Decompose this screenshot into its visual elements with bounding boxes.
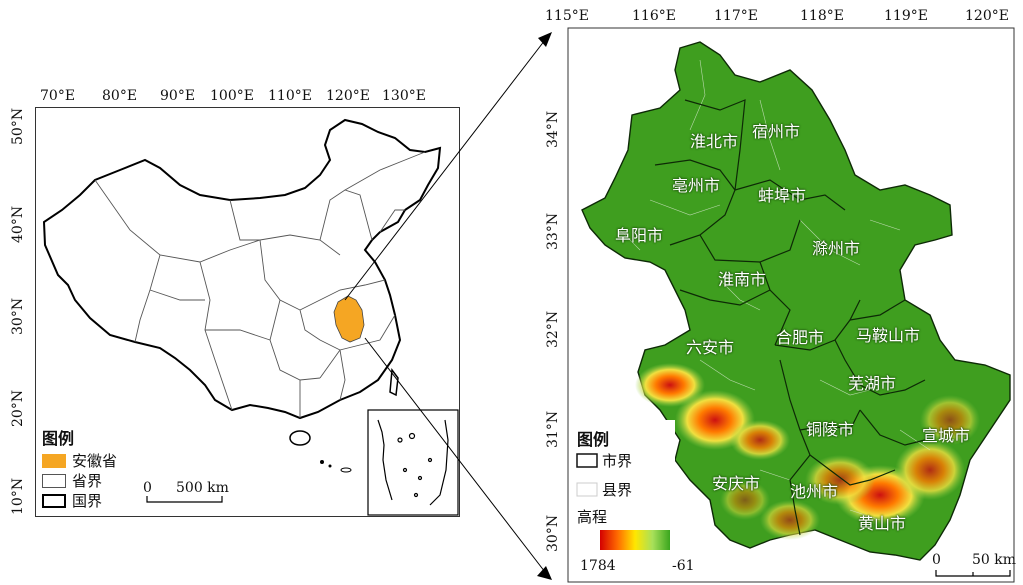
anhui-swatch xyxy=(42,453,66,468)
city-borders xyxy=(654,99,926,536)
connector-arrow-top xyxy=(538,32,552,47)
lon-tick: 100°E xyxy=(210,88,254,104)
anhui-scale-label: 50 km xyxy=(972,552,1017,568)
lon-tick: 115°E xyxy=(545,8,589,24)
city-label-chizhou: 池州市 xyxy=(790,482,839,501)
city-label-anqing: 安庆市 xyxy=(712,474,761,493)
elevation-min-label: -61 xyxy=(672,558,695,574)
lat-tick: 31°N xyxy=(545,410,561,448)
lon-tick: 117°E xyxy=(714,8,758,24)
elevation-gradient-bar xyxy=(600,530,670,550)
city-label-chuzhou: 滁州市 xyxy=(812,239,861,258)
province-border-swatch xyxy=(42,473,66,488)
legend-item-county-border: 县界 xyxy=(602,481,633,499)
city-label-fuyang: 阜阳市 xyxy=(615,226,664,245)
south-china-sea-inset xyxy=(367,409,459,516)
anhui-legend-bg xyxy=(570,420,675,580)
country-border-swatch xyxy=(42,493,66,508)
lon-tick: 130°E xyxy=(382,88,426,104)
city-label-tongling: 铜陵市 xyxy=(806,420,855,439)
county-borders xyxy=(619,59,931,521)
connector-line-bottom xyxy=(364,337,546,573)
city-label-huainan: 淮南市 xyxy=(718,270,767,289)
lat-tick: 34°N xyxy=(545,110,561,148)
legend-item-country-border: 国界 xyxy=(42,490,102,511)
city-label-huangshan: 黄山市 xyxy=(858,514,907,533)
lon-tick: 70°E xyxy=(40,88,76,104)
lon-tick: 118°E xyxy=(800,8,844,24)
legend-item-anhui: 安徽省 xyxy=(42,450,117,471)
lat-tick: 33°N xyxy=(545,212,561,250)
city-label-bozhou: 亳州市 xyxy=(672,176,721,195)
china-scale-zero: 0 xyxy=(143,480,152,496)
lon-tick: 119°E xyxy=(884,8,928,24)
lon-tick: 110°E xyxy=(268,88,312,104)
china-legend-title: 图例 xyxy=(42,429,75,448)
china-border xyxy=(42,118,442,420)
city-label-wuhu: 芜湖市 xyxy=(848,374,897,393)
legend-item-city-border: 市界 xyxy=(602,452,633,470)
scattered-islands xyxy=(320,460,352,473)
city-label-suzhou: 宿州市 xyxy=(752,122,801,141)
anhui-scale-zero: 0 xyxy=(932,552,941,568)
elevation-max-label: 1784 xyxy=(580,558,616,574)
city-label-luan: 六安市 xyxy=(686,338,735,357)
city-label-xuancheng: 宣城市 xyxy=(922,426,971,445)
city-label-maanshan: 马鞍山市 xyxy=(856,326,921,345)
connector-line-top xyxy=(344,39,546,301)
south-china-sea-islands xyxy=(377,419,449,506)
elevation-legend-title: 高程 xyxy=(577,508,608,526)
china-scale-bar xyxy=(146,496,223,503)
anhui-legend-title: 图例 xyxy=(577,430,610,449)
city-border-swatch xyxy=(576,453,598,468)
connector-arrow-bottom xyxy=(537,566,552,580)
lon-tick: 120°E xyxy=(965,8,1009,24)
mountain-areas xyxy=(635,363,980,540)
county-border-swatch xyxy=(576,482,598,497)
taiwan-island xyxy=(389,367,399,397)
lon-tick: 80°E xyxy=(102,88,138,104)
province-borders xyxy=(94,151,426,418)
city-label-hefei: 合肥市 xyxy=(776,328,825,347)
legend-item-province-border: 省界 xyxy=(42,470,102,491)
city-label-bengbu: 蚌埠市 xyxy=(758,186,807,205)
lon-tick: 116°E xyxy=(632,8,676,24)
lat-tick: 30°N xyxy=(545,514,561,552)
lon-tick: 90°E xyxy=(160,88,196,104)
lat-tick: 32°N xyxy=(545,310,561,348)
hainan-island xyxy=(289,430,311,446)
anhui-province xyxy=(333,295,365,343)
city-label-huaibei: 淮北市 xyxy=(690,132,739,151)
china-scale-label: 500 km xyxy=(176,480,229,496)
lon-tick: 120°E xyxy=(326,88,370,104)
